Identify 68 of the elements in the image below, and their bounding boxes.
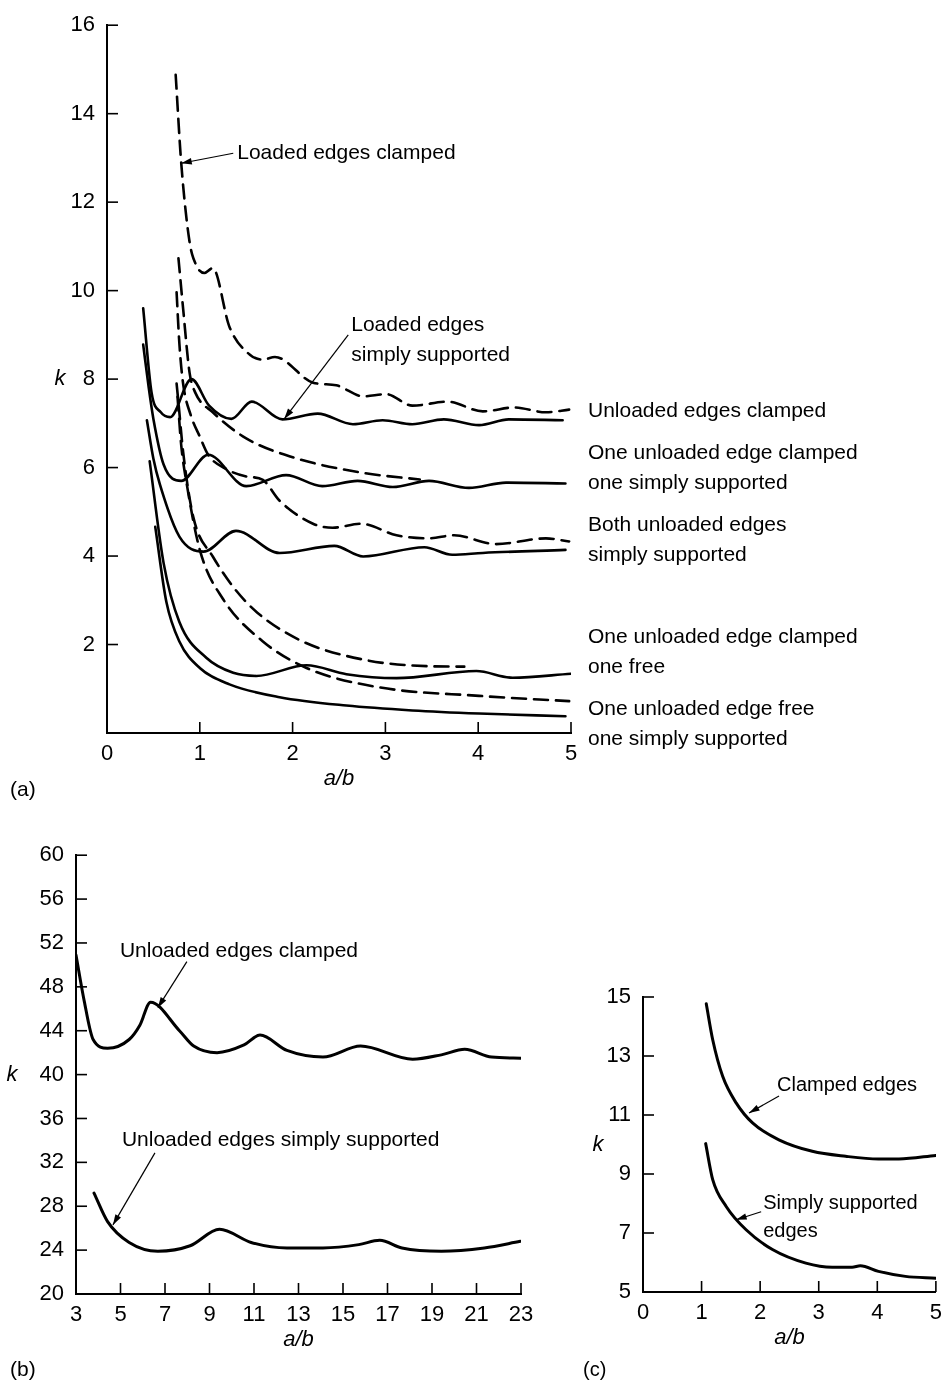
y-tick-label: 40 bbox=[39, 1060, 64, 1086]
x-tick-label: 3 bbox=[812, 1299, 825, 1325]
x-tick-label: 0 bbox=[636, 1299, 650, 1325]
x-tick-label: 1 bbox=[193, 740, 206, 766]
x-tick-label: 5 bbox=[929, 1299, 943, 1325]
text: (b) bbox=[10, 1356, 36, 1380]
x-tick-label: 11 bbox=[242, 1301, 266, 1327]
y-tick-label: 9 bbox=[618, 1160, 631, 1186]
y-tick-label: 8 bbox=[82, 365, 95, 391]
x-tick-label: 3 bbox=[379, 740, 392, 766]
y-tick-label: 24 bbox=[39, 1236, 64, 1262]
x-tick-label: 19 bbox=[419, 1301, 445, 1327]
text: Both unloaded edges simply supported bbox=[588, 511, 787, 565]
x-axis-title: a/b bbox=[774, 1324, 805, 1350]
text: Unloaded edges clamped bbox=[588, 397, 827, 421]
y-axis-title: k bbox=[592, 1130, 605, 1156]
x-tick-label: 1 bbox=[695, 1299, 708, 1325]
annotation: Simply supported edges bbox=[763, 1191, 918, 1242]
y-tick-label: 5 bbox=[618, 1278, 631, 1304]
x-tick-label: 13 bbox=[286, 1301, 311, 1327]
annotation: Unloaded edges clamped bbox=[119, 938, 359, 962]
annotation: Clamped edges bbox=[777, 1073, 918, 1096]
x-tick-label: 2 bbox=[754, 1299, 767, 1325]
y-tick-label: 4 bbox=[82, 542, 95, 568]
y-tick-label: 10 bbox=[70, 276, 95, 302]
x-tick-label: 0 bbox=[100, 740, 114, 766]
x-tick-label: 4 bbox=[871, 1299, 884, 1325]
y-tick-label: 6 bbox=[82, 453, 95, 479]
y-tick-label: 36 bbox=[39, 1104, 64, 1130]
y-tick-label: 48 bbox=[39, 972, 64, 998]
x-tick-label: 4 bbox=[472, 740, 485, 766]
y-tick-label: 20 bbox=[39, 1280, 64, 1306]
text: One unloaded edge free one simply supported bbox=[588, 695, 815, 749]
x-tick-label: 23 bbox=[508, 1301, 534, 1327]
x-tick-label: 15 bbox=[330, 1301, 356, 1327]
y-tick-label: 7 bbox=[618, 1219, 631, 1245]
y-tick-label: 28 bbox=[39, 1192, 64, 1218]
x-axis-title: a/b bbox=[323, 765, 355, 791]
y-tick-label: 13 bbox=[606, 1042, 631, 1068]
x-tick-label: 9 bbox=[203, 1301, 216, 1327]
y-tick-label: 60 bbox=[39, 841, 64, 867]
x-tick-label: 2 bbox=[286, 740, 299, 766]
text: (a) bbox=[10, 776, 36, 800]
y-tick-label: 14 bbox=[70, 99, 95, 125]
y-tick-label: 12 bbox=[70, 188, 95, 214]
y-tick-label: 52 bbox=[39, 929, 64, 955]
y-tick-label: 16 bbox=[70, 11, 95, 37]
x-axis-title: a/b bbox=[283, 1326, 314, 1352]
y-tick-label: 56 bbox=[39, 885, 64, 911]
y-axis-title: k bbox=[54, 365, 67, 391]
x-tick-label: 3 bbox=[69, 1301, 83, 1327]
x-tick-label: 21 bbox=[464, 1301, 489, 1327]
y-tick-label: 44 bbox=[39, 1016, 64, 1042]
y-tick-label: 32 bbox=[39, 1148, 64, 1174]
y-tick-label: 15 bbox=[606, 983, 631, 1009]
x-tick-label: 7 bbox=[158, 1301, 172, 1327]
annotation: Loaded edges simply supported bbox=[351, 311, 510, 365]
text: (c) bbox=[583, 1357, 607, 1380]
annotation: Loaded edges clamped bbox=[237, 140, 456, 164]
x-tick-label: 5 bbox=[114, 1301, 127, 1327]
y-axis-title: k bbox=[6, 1060, 19, 1086]
x-tick-label: 5 bbox=[564, 740, 578, 766]
annotation: Unloaded edges simply supported bbox=[121, 1126, 440, 1150]
text: One unloaded edge clamped one free bbox=[588, 623, 858, 677]
y-tick-label: 11 bbox=[608, 1101, 631, 1127]
x-tick-label: 17 bbox=[375, 1301, 400, 1327]
text: One unloaded edge clamped one simply supported bbox=[588, 439, 858, 493]
y-tick-label: 2 bbox=[82, 630, 95, 656]
